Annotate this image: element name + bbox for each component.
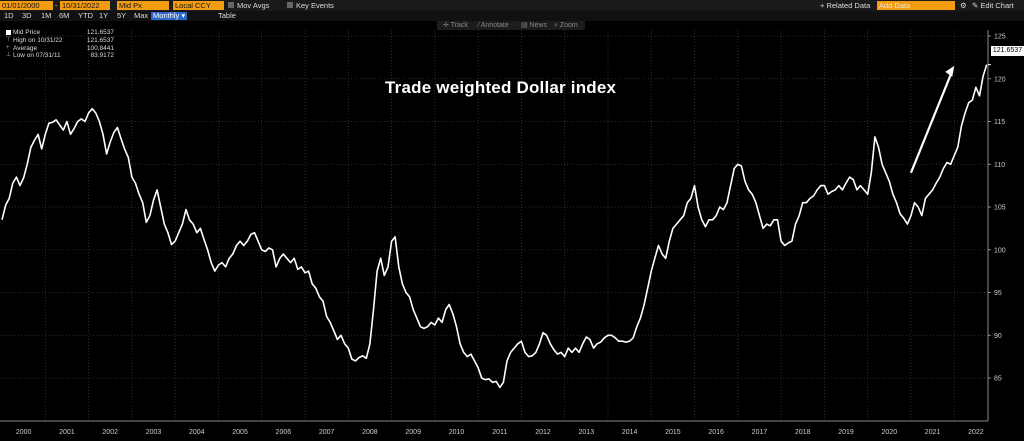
x-tick-label: 2019 (838, 429, 854, 436)
annotate-tool[interactable]: ⁄ Annotate (478, 22, 509, 30)
legend-value: 121.6537 (86, 36, 114, 44)
table-button[interactable]: Table (218, 11, 236, 20)
annotate-label: Annotate (480, 22, 509, 29)
legend-label: Low on 07/31/11 (13, 52, 61, 60)
legend-average: + Average 100.8441 (6, 45, 114, 53)
y-tick-label: 125 (994, 34, 1006, 41)
legend-high: ⊤ High on 10/31/22 121.6537 (6, 37, 114, 45)
checkbox-icon (287, 2, 293, 8)
news-tool[interactable]: ▤ News (521, 22, 547, 30)
mov-avgs-label: Mov Avgs (237, 1, 270, 10)
related-data-input[interactable]: Add Data (877, 1, 955, 10)
magnifier-icon: ⌕ (554, 22, 560, 29)
x-tick-label: 2005 (232, 429, 248, 436)
x-tick-label: 2014 (622, 429, 638, 436)
period-1m[interactable]: 1M (41, 11, 52, 20)
price-field-select[interactable]: Mid Px (117, 1, 169, 10)
track-tool[interactable]: ✛ Track (443, 22, 468, 30)
y-tick-label: 90 (994, 333, 1002, 340)
series-line (1, 64, 988, 389)
last-value-tag: 121.6537 (991, 46, 1024, 56)
legend-label: Average (13, 44, 38, 52)
checkbox-icon (228, 2, 234, 8)
x-tick-label: 2022 (968, 429, 984, 436)
y-tick-label: 115 (994, 119, 1005, 126)
mov-avgs-toggle[interactable]: Mov Avgs (228, 1, 269, 10)
legend-value: 100.8441 (86, 44, 114, 52)
x-tick-label: 2016 (708, 429, 724, 436)
x-tick-label: 2009 (405, 429, 421, 436)
news-label: News (529, 22, 548, 29)
period-ytd[interactable]: YTD (78, 11, 93, 20)
x-tick-label: 2013 (579, 429, 595, 436)
annotation-arrowhead (945, 65, 955, 77)
period-6m[interactable]: 6M (59, 11, 70, 20)
x-tick-label: 2006 (276, 429, 292, 436)
x-tick-label: 2021 (925, 429, 941, 436)
chart-tools-bar (437, 21, 585, 30)
legend-label: Mid Price (13, 29, 41, 36)
series-swatch (6, 30, 11, 35)
x-tick-label: 2020 (882, 429, 898, 436)
end-date-field[interactable]: 10/31/2022 (60, 1, 110, 10)
legend-value: 121.6537 (86, 29, 114, 36)
average-marker-icon: + (6, 44, 10, 51)
chart-title: Trade weighted Dollar index (385, 78, 617, 97)
date-range-separator: - (55, 1, 58, 10)
frequency-select[interactable]: Monthly ▾ (151, 11, 188, 20)
y-tick-label: 105 (994, 205, 1006, 212)
chevron-down-icon: ▾ (181, 11, 186, 20)
top-toolbar (0, 0, 1024, 11)
y-tick-label: 95 (994, 290, 1002, 297)
x-tick-label: 2011 (492, 429, 507, 436)
x-tick-label: 2008 (362, 429, 378, 436)
x-tick-label: 2010 (449, 429, 465, 436)
period-toolbar (0, 11, 1024, 21)
y-tick-label: 100 (994, 247, 1006, 254)
y-tick-label: 120 (994, 76, 1006, 83)
x-tick-label: 2001 (59, 429, 75, 436)
x-tick-label: 2015 (665, 429, 681, 436)
period-3d[interactable]: 3D (22, 11, 32, 20)
y-tick-label: 85 (994, 376, 1002, 383)
period-max[interactable]: Max (134, 11, 149, 20)
period-1d[interactable]: 1D (4, 11, 14, 20)
settings-icon[interactable]: ⚙ (960, 1, 967, 10)
period-1y[interactable]: 1Y (99, 11, 109, 20)
x-tick-label: 2017 (752, 429, 768, 436)
zoom-tool[interactable]: ⌕ Zoom (554, 22, 578, 30)
x-tick-label: 2007 (319, 429, 335, 436)
track-label: Track (450, 22, 468, 29)
annotation-arrow-shaft (909, 70, 954, 174)
currency-select[interactable]: Local CCY (173, 1, 224, 10)
chart-legend: Mid Price 121.6537 ⊤ High on 10/31/22 12… (6, 29, 114, 60)
edit-chart-button[interactable]: ✎ Edit Chart (972, 1, 1014, 10)
frequency-label: Monthly (153, 11, 180, 20)
x-tick-label: 2003 (146, 429, 162, 436)
edit-chart-label: Edit Chart (980, 1, 1014, 10)
x-tick-label: 2012 (535, 429, 551, 436)
zoom-label: Zoom (559, 22, 578, 29)
period-5y[interactable]: 5Y (117, 11, 127, 20)
x-tick-label: 2018 (795, 429, 811, 436)
pencil-icon: ⁄ (478, 22, 481, 29)
crosshair-icon: ✛ (443, 22, 451, 29)
low-marker-icon: ⊥ (6, 52, 12, 59)
high-marker-icon: ⊤ (6, 36, 12, 43)
news-icon: ▤ (521, 22, 530, 29)
legend-low: ⊥ Low on 07/31/11 83.9172 (6, 52, 114, 60)
x-tick-label: 2000 (16, 429, 32, 436)
legend-value: 83.9172 (90, 52, 115, 60)
legend-mid-price: Mid Price 121.6537 (6, 29, 114, 37)
related-data-label[interactable]: + Related Data (820, 1, 871, 10)
key-events-toggle[interactable]: Key Events (287, 1, 334, 10)
start-date-field[interactable]: 01/01/2000 (0, 1, 53, 10)
x-tick-label: 2002 (102, 429, 118, 436)
pencil-icon: ✎ (972, 1, 981, 10)
x-tick-label: 2004 (189, 429, 205, 436)
y-tick-label: 110 (994, 162, 1005, 169)
key-events-label: Key Events (296, 1, 334, 10)
legend-label: High on 10/31/22 (13, 36, 63, 44)
